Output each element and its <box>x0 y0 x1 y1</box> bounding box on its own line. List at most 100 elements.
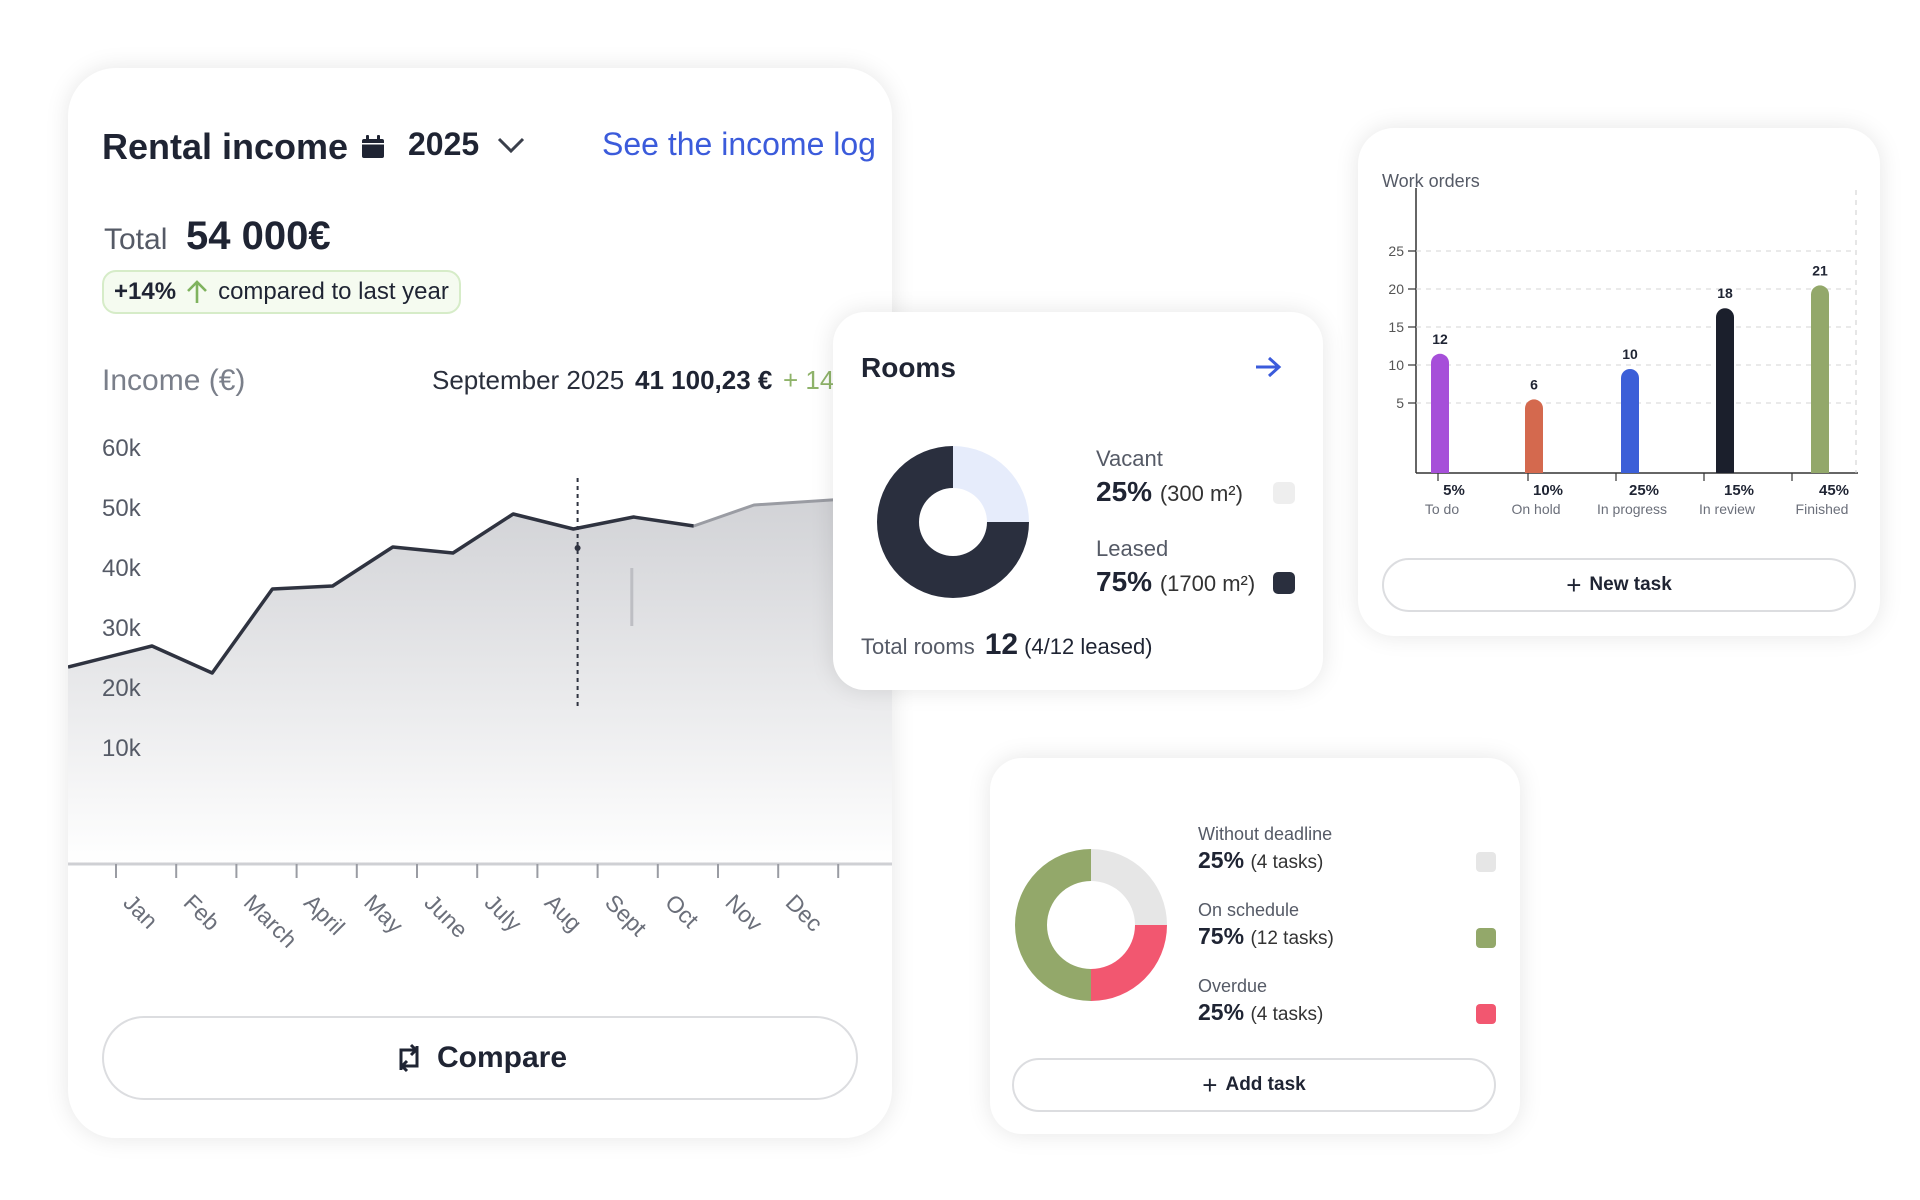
deadline-label-without: Without deadline <box>1198 824 1333 844</box>
donut-slice-leased <box>877 446 1029 598</box>
plus-icon: + <box>1566 570 1582 600</box>
tooltip-date: September 2025 <box>432 365 625 395</box>
bar-base <box>1811 463 1829 473</box>
bar-value-label: 21 <box>1812 262 1828 278</box>
vacant-value: 25% (300 m²) <box>1096 476 1243 507</box>
work-orders-chart: 25 20 15 10 5 12 5% To do 6 10% On hold 10 25% In pro… <box>1388 188 1858 517</box>
total-rooms-value: 12 <box>984 628 1019 661</box>
compare-button[interactable]: Compare <box>102 1016 858 1100</box>
bar <box>1811 285 1829 473</box>
y-tick-label: 25 <box>1388 243 1404 259</box>
bar-base <box>1525 463 1543 473</box>
new-task-button[interactable]: + New task <box>1382 558 1856 612</box>
bar-percent-label: 45% <box>1819 482 1849 499</box>
compare-icon <box>399 1043 419 1073</box>
bar-base <box>1621 463 1639 473</box>
bar-percent-label: 10% <box>1533 482 1563 499</box>
deadline-donut-chart <box>1015 849 1167 1001</box>
leased-label: Leased <box>1096 536 1169 561</box>
income-log-link[interactable]: See the income log <box>602 126 876 162</box>
calendar-icon[interactable] <box>360 134 386 160</box>
arrow-right-icon[interactable] <box>1253 354 1283 380</box>
growth-badge: +14% compared to last year <box>102 270 461 314</box>
total-rooms: Total rooms 12 (4/12 leased) <box>861 628 1153 662</box>
arrow-up-icon <box>187 280 207 303</box>
deadline-value-on-schedule: 75% (12 tasks) <box>1198 923 1334 949</box>
deadline-value-overdue: 25% (4 tasks) <box>1198 999 1324 1025</box>
bar <box>1525 399 1543 473</box>
income-card-title: Rental income <box>102 126 349 167</box>
bar-value-label: 10 <box>1622 346 1638 362</box>
bar <box>1621 369 1639 473</box>
work-orders-title: Work orders <box>1382 171 1480 191</box>
deadline-label-overdue: Overdue <box>1198 976 1268 996</box>
bar-percent-label: 15% <box>1724 482 1754 499</box>
bar-percent-label: 25% <box>1629 482 1659 499</box>
x-tick-label: Sept <box>600 889 652 941</box>
total-rooms-sub: (4/12 leased) <box>1024 634 1153 659</box>
chevron-down-icon[interactable] <box>496 134 526 156</box>
leased-value: 75% (1700 m²) <box>1096 566 1256 597</box>
add-task-button[interactable]: + Add task <box>1012 1058 1496 1112</box>
y-tick-label: 10k <box>102 735 142 762</box>
y-tick-label: 5 <box>1396 395 1404 411</box>
bar-base <box>1431 463 1449 473</box>
rooms-card: Rooms Vacant 25% (300 m²) Leased 75% (17… <box>833 312 1323 690</box>
task-deadlines-card: Without deadline 25% (4 tasks) On schedu… <box>990 758 1520 1134</box>
bar <box>1431 353 1449 473</box>
y-tick-label: 20 <box>1388 281 1404 297</box>
plus-icon: + <box>1202 1070 1218 1100</box>
highlight-dot <box>574 545 581 551</box>
income-area <box>68 496 892 864</box>
x-tick-label: Feb <box>179 889 225 935</box>
legend-swatch-vacant <box>1273 482 1295 504</box>
work-orders-card: Work orders 25 20 15 10 5 12 5% To do 6 10% On hol… <box>1358 128 1880 636</box>
total-value: 54 000€ <box>186 214 331 258</box>
bar-category-label: In review <box>1699 501 1756 517</box>
y-tick-label: 60k <box>102 435 142 462</box>
bar-category-label: In progress <box>1597 501 1667 517</box>
y-tick-label: 15 <box>1388 319 1404 335</box>
y-tick-label: 40k <box>102 555 142 582</box>
y-tick-label: 30k <box>102 615 142 642</box>
growth-text: compared to last year <box>218 278 449 305</box>
compare-label: Compare <box>436 1041 568 1074</box>
x-tick-label: Jan <box>118 889 163 934</box>
x-tick-label: Oct <box>660 889 704 933</box>
total-rooms-label: Total rooms <box>861 634 975 659</box>
donut-slice-vacant <box>953 446 1029 522</box>
bar-category-label: Finished <box>1796 501 1849 517</box>
add-task-label: Add task <box>1225 1074 1306 1095</box>
bar-value-label: 18 <box>1717 285 1733 301</box>
y-tick-label: 50k <box>102 495 142 522</box>
x-tick-label: Dec <box>781 889 828 936</box>
y-tick-label: 10 <box>1388 357 1404 373</box>
bar-base <box>1716 463 1734 473</box>
legend-swatch-leased <box>1273 572 1295 594</box>
tooltip-value: 41 100,23 € <box>635 365 773 395</box>
legend-swatch-overdue <box>1476 1004 1496 1024</box>
x-tick-label: Aug <box>540 889 587 936</box>
donut-slice-overdue <box>1091 925 1167 1001</box>
bar-category-label: On hold <box>1511 501 1560 517</box>
bar-category-label: To do <box>1425 501 1459 517</box>
new-task-label: New task <box>1589 574 1672 595</box>
x-tick-label: July <box>480 889 528 937</box>
legend-swatch-on-schedule <box>1476 928 1496 948</box>
growth-percent: +14% <box>114 278 177 305</box>
donut-slice-without-deadline <box>1091 849 1167 925</box>
year-selector-value[interactable]: 2025 <box>408 126 480 162</box>
rooms-donut-chart <box>877 446 1029 598</box>
bar-value-label: 6 <box>1530 376 1538 392</box>
income-line <box>68 512 695 675</box>
rental-income-card: Rental income 2025 See the income log To… <box>68 68 892 1138</box>
x-tick-label: April <box>299 889 350 940</box>
deadline-label-on-schedule: On schedule <box>1198 900 1300 920</box>
total-label: Total <box>104 223 168 256</box>
x-tick-label: May <box>359 889 408 938</box>
tooltip-change: + 14 <box>783 365 835 395</box>
x-tick-label: Nov <box>720 889 768 937</box>
legend-swatch-without-deadline <box>1476 852 1496 872</box>
x-tick-label: March <box>239 889 303 953</box>
